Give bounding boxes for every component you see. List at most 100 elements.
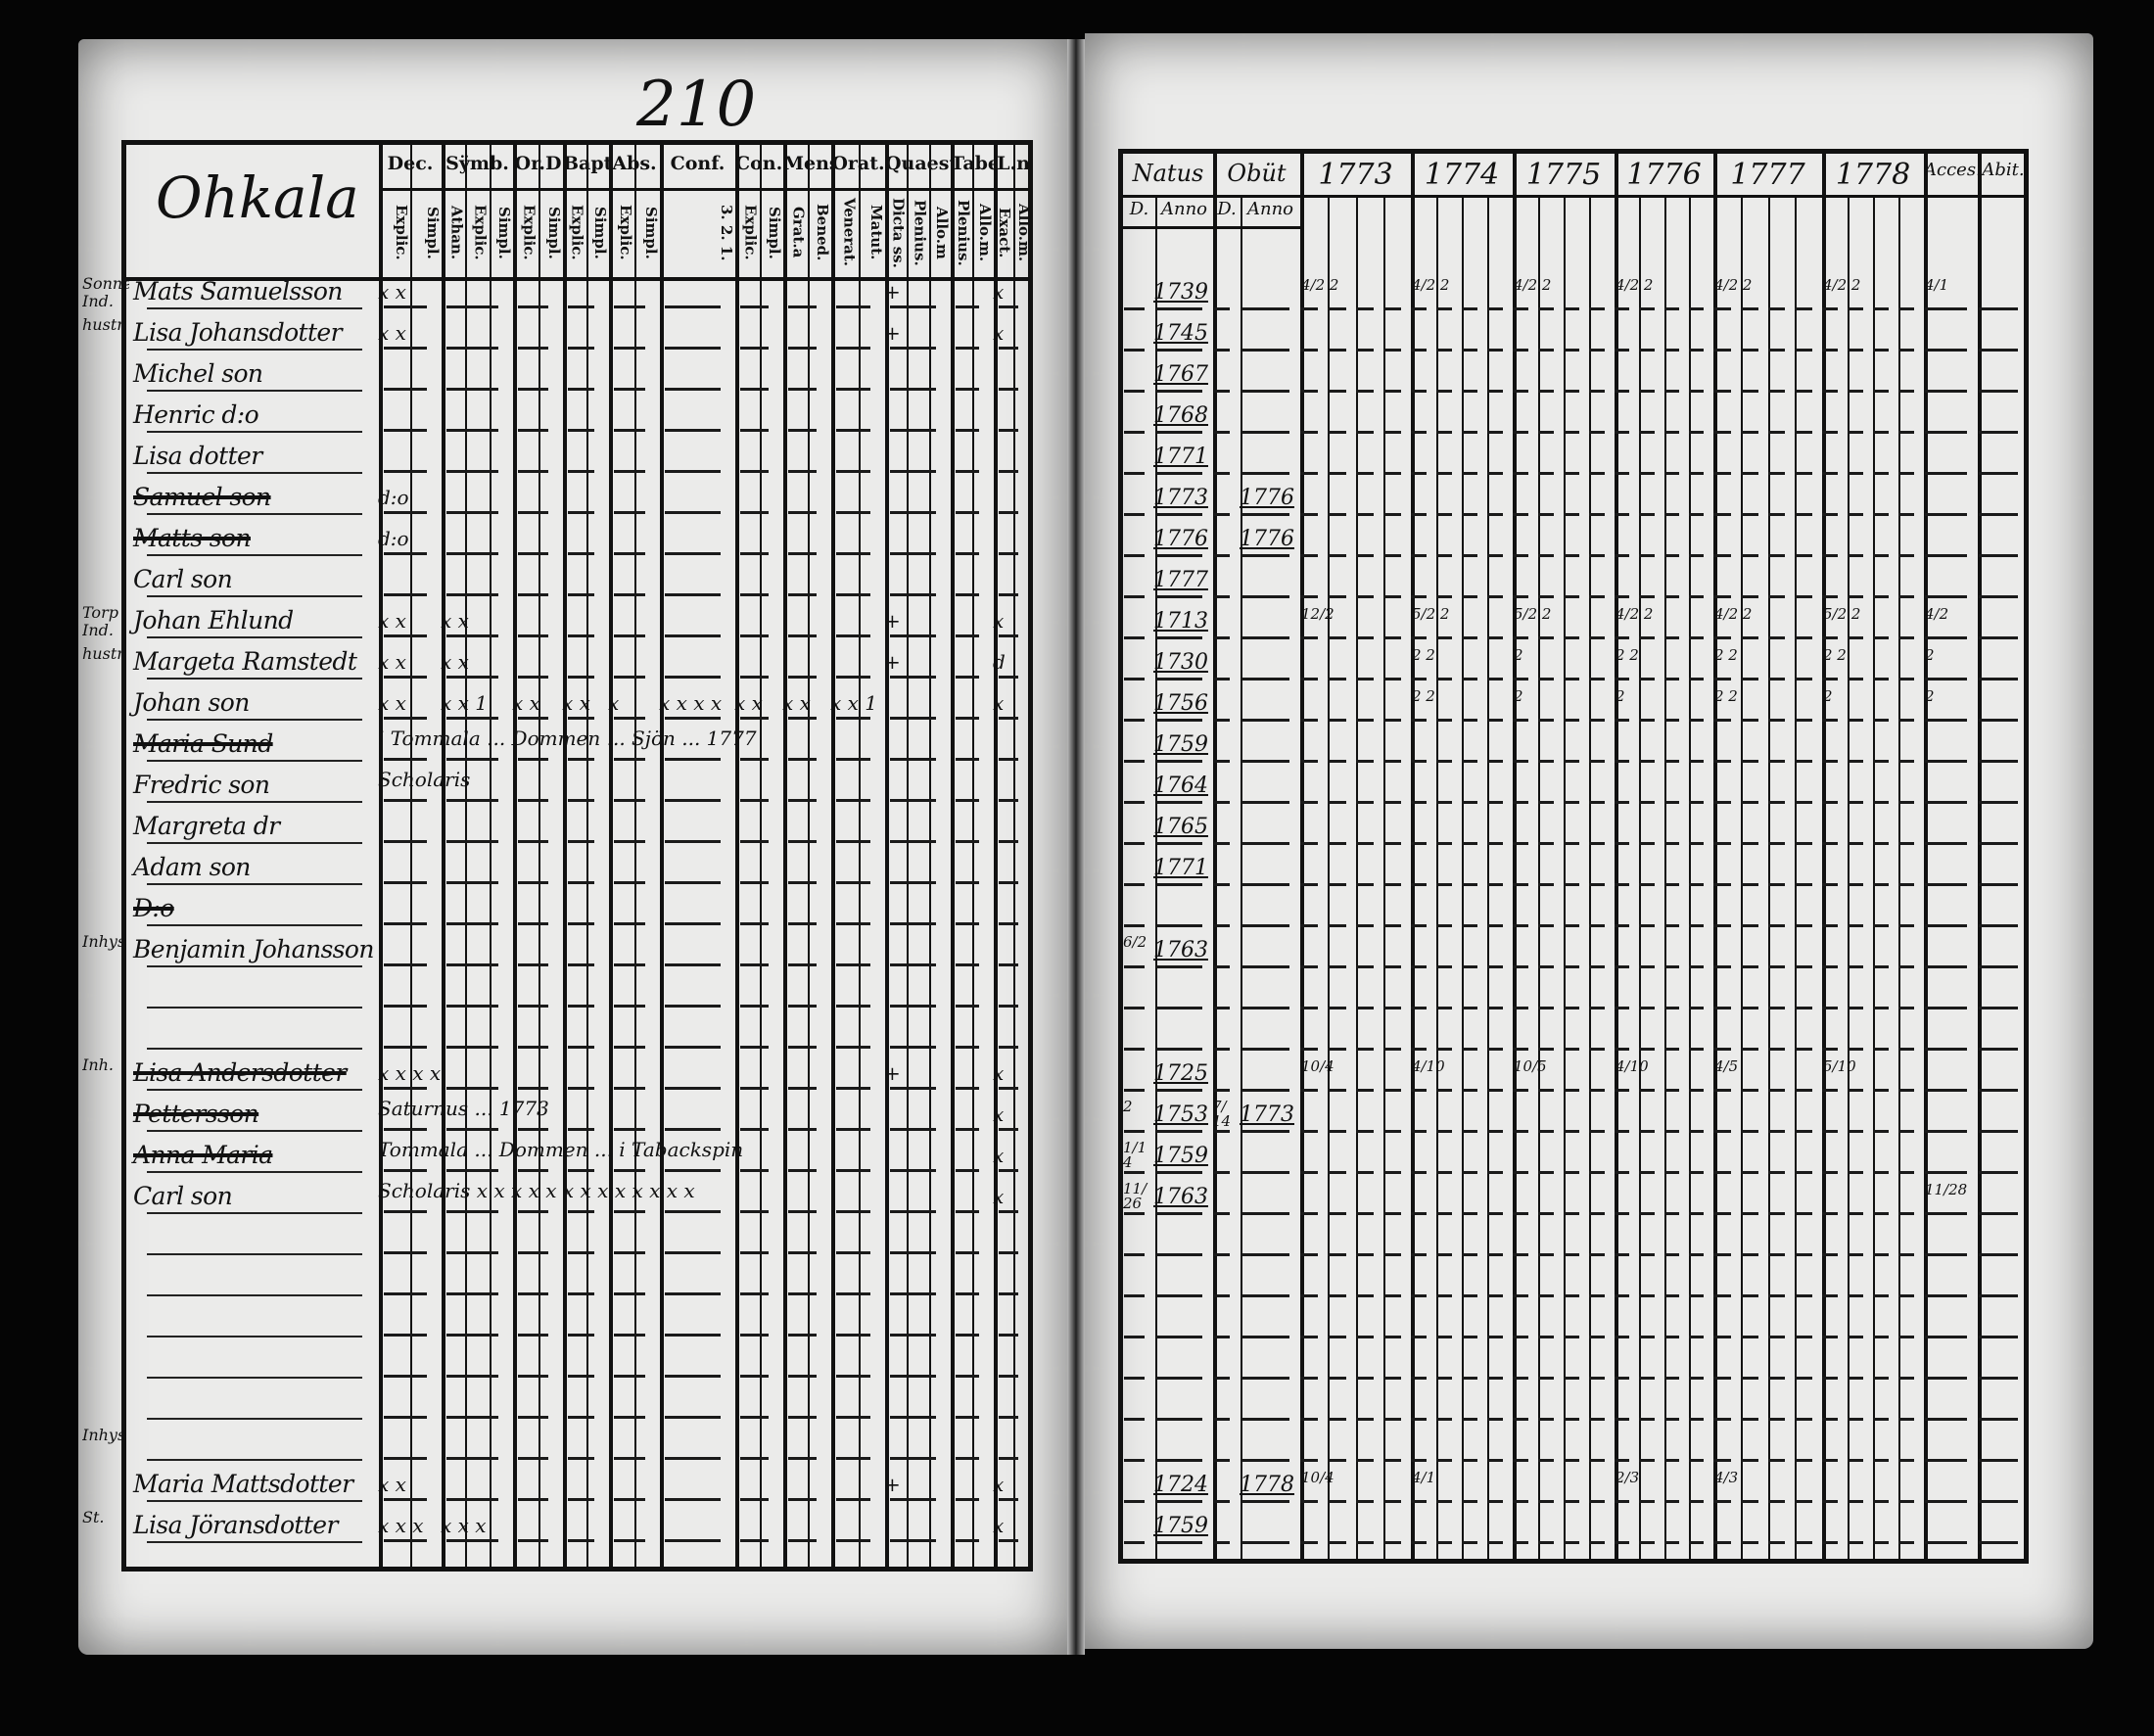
- empty-cell-dash: [1564, 965, 1579, 968]
- empty-cell-dash: [665, 1498, 721, 1501]
- empty-cell-dash: [1589, 1130, 1605, 1133]
- empty-cell-dash: [568, 1087, 594, 1090]
- empty-cell-dash: [1214, 1377, 1230, 1380]
- empty-cell-dash: [1328, 719, 1346, 722]
- empty-cell-dash: [1848, 1212, 1863, 1215]
- empty-cell-dash: [788, 1457, 817, 1460]
- empty-cell-dash: [1355, 1130, 1374, 1133]
- empty-cell-dash: [999, 799, 1018, 802]
- empty-cell-dash: [836, 1375, 870, 1378]
- empty-cell-dash: [1822, 719, 1838, 722]
- empty-cell-dash: [1156, 307, 1202, 310]
- empty-cell-dash: [568, 470, 594, 473]
- empty-cell-dash: [1382, 431, 1401, 434]
- empty-cell-dash: [1767, 965, 1786, 968]
- empty-cell-dash: [1156, 719, 1202, 722]
- empty-cell-dash: [1615, 472, 1630, 475]
- empty-cell-dash: [1214, 1294, 1230, 1297]
- column-divider: [379, 145, 383, 1567]
- empty-cell-dash: [956, 1416, 979, 1419]
- empty-cell-dash: [1462, 390, 1477, 393]
- subcolumn-divider: [807, 145, 810, 1567]
- empty-cell-dash: [1462, 431, 1477, 434]
- empty-cell-dash: [1688, 1253, 1704, 1256]
- empty-cell-dash: [956, 881, 979, 884]
- empty-cell-dash: [1214, 513, 1230, 516]
- empty-cell-dash: [740, 511, 769, 514]
- year-header: 1773: [1318, 158, 1393, 192]
- empty-cell-dash: [614, 1539, 645, 1542]
- empty-cell-dash: [836, 634, 870, 637]
- empty-cell-dash: [1156, 1253, 1202, 1256]
- empty-cell-dash: [614, 881, 645, 884]
- empty-cell-dash: [384, 429, 427, 432]
- empty-cell-dash: [1382, 1418, 1401, 1421]
- year-exam-mark: 2: [1823, 687, 1833, 705]
- name-underline: [147, 431, 362, 433]
- empty-cell-dash: [614, 922, 645, 925]
- empty-cell-dash: [740, 1334, 769, 1337]
- empty-cell-dash: [1124, 1500, 1145, 1503]
- empty-cell-dash: [446, 1210, 498, 1213]
- name-underline: [147, 1048, 362, 1050]
- subcolumn-divider: [759, 145, 762, 1567]
- empty-cell-dash: [1300, 1336, 1319, 1338]
- empty-cell-dash: [1639, 924, 1655, 927]
- empty-cell-dash: [568, 1539, 594, 1542]
- empty-cell-dash: [1925, 349, 1967, 352]
- name-underline: [147, 1459, 362, 1461]
- birth-year: 1724: [1153, 1473, 1208, 1497]
- person-name: Maria Mattsdotter: [133, 1470, 353, 1498]
- empty-cell-dash: [740, 840, 769, 843]
- empty-cell-dash: [1411, 1500, 1427, 1503]
- empty-cell-dash: [1795, 801, 1812, 804]
- empty-cell-dash: [1979, 1007, 2018, 1009]
- column-divider: [951, 145, 955, 1567]
- empty-cell-dash: [1382, 924, 1401, 927]
- empty-cell-dash: [1639, 1253, 1655, 1256]
- empty-cell-dash: [1513, 801, 1528, 804]
- empty-cell-dash: [1564, 801, 1579, 804]
- empty-cell-dash: [614, 305, 645, 308]
- empty-cell-dash: [1513, 390, 1528, 393]
- empty-cell-dash: [1795, 924, 1812, 927]
- empty-cell-dash: [956, 1169, 979, 1172]
- person-name: Samuel son: [133, 483, 271, 511]
- empty-cell-dash: [1487, 1089, 1503, 1092]
- empty-cell-dash: [1767, 760, 1786, 763]
- empty-cell-dash: [1564, 1007, 1579, 1009]
- empty-cell-dash: [1156, 431, 1202, 434]
- subcolumn-divider: [538, 145, 540, 1567]
- empty-cell-dash: [1795, 1212, 1812, 1215]
- empty-cell-dash: [1979, 678, 2018, 680]
- empty-cell-dash: [1795, 1048, 1812, 1051]
- year-subcolumn-divider: [1688, 195, 1691, 1559]
- empty-cell-dash: [1462, 595, 1477, 598]
- empty-cell-dash: [1300, 595, 1319, 598]
- year-exam-mark: 4/10: [1616, 1057, 1649, 1075]
- empty-cell-dash: [1564, 1048, 1579, 1051]
- accessit-mark: 4/1: [1925, 276, 1949, 294]
- empty-cell-dash: [1740, 924, 1758, 927]
- empty-cell-dash: [788, 470, 817, 473]
- birth-year: 1730: [1153, 650, 1208, 675]
- empty-cell-dash: [1513, 595, 1528, 598]
- empty-cell-dash: [836, 1539, 870, 1542]
- empty-cell-dash: [384, 1334, 427, 1337]
- empty-cell-dash: [1615, 554, 1630, 557]
- empty-cell-dash: [1713, 431, 1731, 434]
- empty-cell-dash: [1436, 1171, 1452, 1174]
- empty-cell-dash: [614, 552, 645, 555]
- exam-mark-quaest: +: [884, 609, 901, 633]
- empty-cell-dash: [1979, 924, 2018, 927]
- empty-cell-dash: [1848, 1500, 1863, 1503]
- abiit-header: Abit.: [1982, 160, 2025, 180]
- empty-cell-dash: [1688, 924, 1704, 927]
- empty-cell-dash: [1214, 595, 1230, 598]
- empty-cell-dash: [1873, 1377, 1889, 1380]
- empty-cell-dash: [384, 922, 427, 925]
- empty-cell-dash: [1873, 1089, 1889, 1092]
- empty-cell-dash: [1767, 1048, 1786, 1051]
- row-note: Scholaris x x x x x x x x x x x x x: [378, 1179, 695, 1202]
- empty-cell-dash: [1615, 431, 1630, 434]
